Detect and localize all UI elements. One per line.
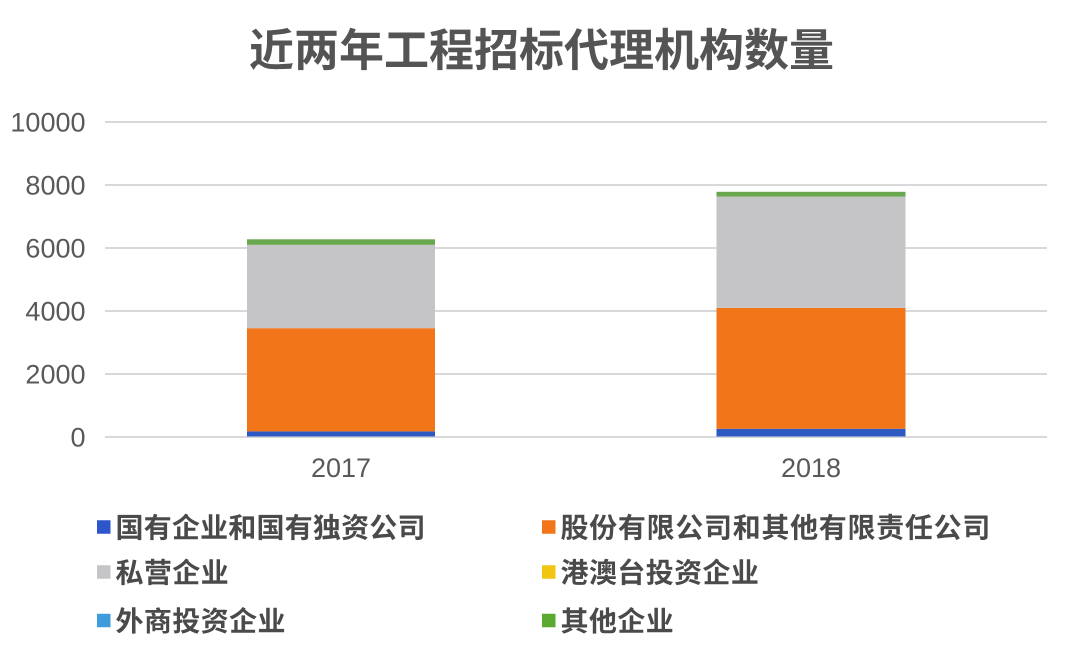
svg-text:2000: 2000 <box>25 360 85 390</box>
svg-text:10000: 10000 <box>10 108 85 138</box>
svg-text:4000: 4000 <box>25 297 85 327</box>
svg-text:6000: 6000 <box>25 234 85 264</box>
svg-text:8000: 8000 <box>25 171 85 201</box>
svg-text:0: 0 <box>70 423 85 453</box>
svg-text:2018: 2018 <box>781 453 841 483</box>
svg-text:2017: 2017 <box>311 453 371 483</box>
